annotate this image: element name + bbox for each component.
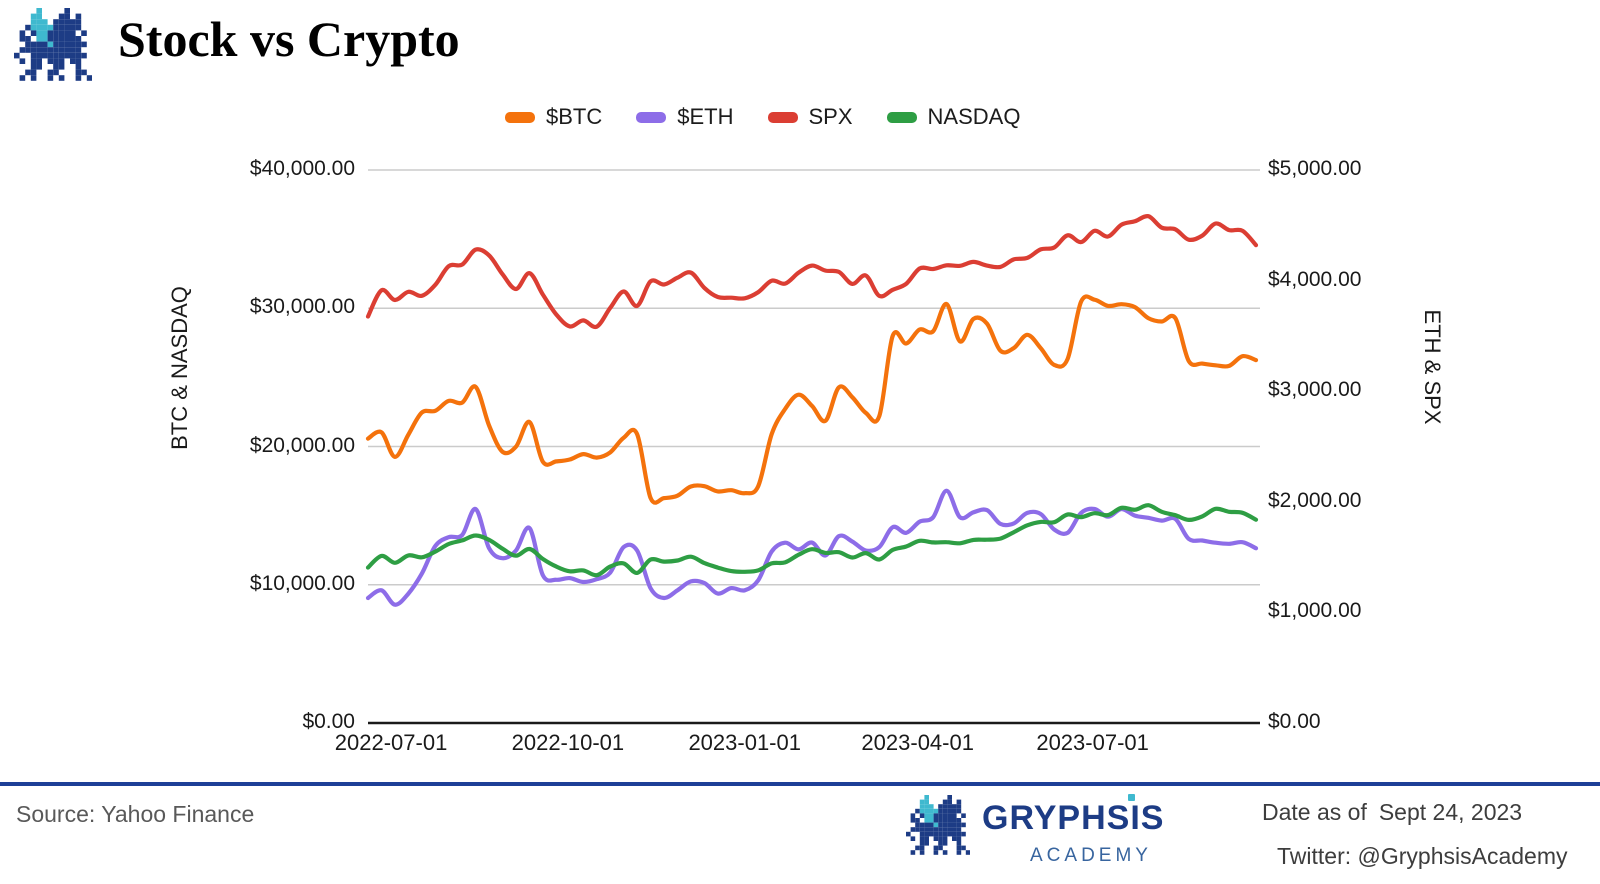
legend-swatch-nasdaq-icon <box>886 111 917 123</box>
x-axis-tick-label: 2022-10-01 <box>511 730 625 755</box>
legend-swatch-eth-icon <box>636 111 667 123</box>
series-line-btc <box>365 294 1259 505</box>
legend-item-btc: $BTC <box>505 104 602 130</box>
twitter-handle: Twitter: @GryphsisAcademy <box>1277 843 1568 869</box>
x-axis-tick-label: 2022-07-01 <box>334 730 448 755</box>
footer-dragon-logo-icon <box>906 795 971 860</box>
left-axis-tick-label: $0.00 <box>302 710 355 733</box>
right-axis-tick-label: $3,000.00 <box>1268 378 1362 402</box>
legend-item-nasdaq: NASDAQ <box>886 104 1021 130</box>
legend-label-spx: SPX <box>808 104 853 129</box>
legend-label-eth: $ETH <box>677 104 734 129</box>
page-title: Stock vs Crypto <box>118 11 460 67</box>
legend-swatch-btc-icon <box>505 111 535 123</box>
brand-name-text: GRYPHSIS <box>982 799 1165 837</box>
right-axis-tick-label: $4,000.00 <box>1268 267 1362 291</box>
brand-wordmark: GRYPHSIS <box>982 794 1165 838</box>
date-value: Sept 24, 2023 <box>1378 799 1523 825</box>
wordmark-i-dot <box>1128 794 1135 801</box>
x-axis-tick-label: 2023-01-01 <box>688 730 801 755</box>
chart-legend: $BTC $ETH SPX NASDAQ <box>505 104 1020 130</box>
right-axis-tick-label: $2,000.00 <box>1268 488 1362 512</box>
left-axis-tick-label: $20,000.00 <box>249 433 355 457</box>
right-axis-tick-label: $0.00 <box>1268 710 1321 733</box>
legend-label-nasdaq: NASDAQ <box>927 104 1021 129</box>
legend-item-spx: SPX <box>767 104 853 130</box>
source-text: Source: Yahoo Finance <box>16 801 255 827</box>
left-axis-tick-label: $40,000.00 <box>249 157 355 180</box>
legend-swatch-spx-icon <box>767 111 798 123</box>
brand-academy-text: ACADEMY <box>1030 845 1152 866</box>
right-axis-title: ETH & SPX <box>1420 309 1445 425</box>
right-axis-tick-label: $1,000.00 <box>1268 599 1362 623</box>
footer-divider <box>0 782 1600 786</box>
x-axis-tick-label: 2023-07-01 <box>1036 730 1149 755</box>
date-as-of: Date as of Sept 24, 2023 <box>1262 799 1522 826</box>
series-line-spx <box>365 213 1259 330</box>
x-axis-tick-label: 2023-04-01 <box>861 730 974 755</box>
right-axis-tick-label: $5,000.00 <box>1268 157 1362 180</box>
dragon-logo-icon <box>14 8 93 86</box>
date-label: Date as of <box>1262 799 1367 825</box>
left-axis-tick-label: $30,000.00 <box>249 295 355 319</box>
left-axis-tick-label: $10,000.00 <box>249 571 355 595</box>
legend-item-eth: $ETH <box>636 104 734 130</box>
series-line-nasdaq <box>365 503 1259 578</box>
legend-label-btc: $BTC <box>546 104 603 129</box>
